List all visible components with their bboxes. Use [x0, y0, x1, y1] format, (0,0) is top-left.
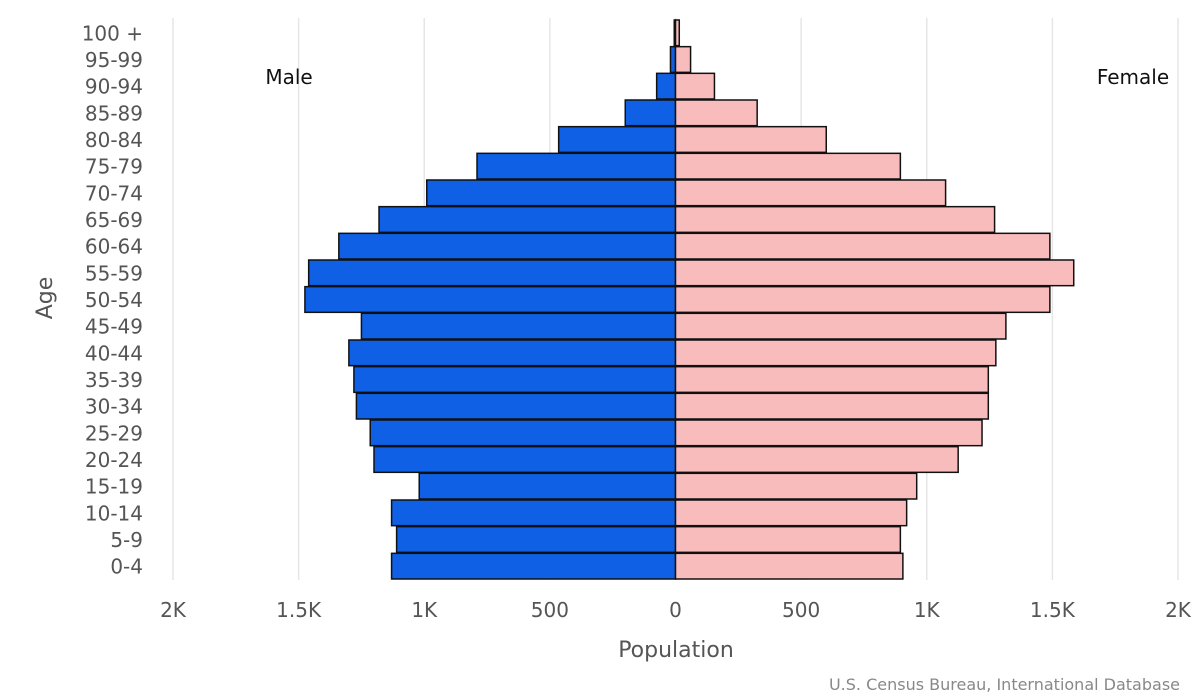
- bar-male: [373, 445, 677, 474]
- bar-male: [624, 99, 677, 127]
- bar-male: [378, 205, 677, 234]
- bar-male: [307, 259, 677, 287]
- bar-female: [674, 232, 1051, 260]
- x-tick-label: 500: [531, 598, 569, 622]
- bar-female: [674, 339, 997, 367]
- y-axis-title: Age: [33, 277, 58, 320]
- x-axis-title: Population: [618, 638, 734, 663]
- y-tick-label: 75-79: [85, 155, 143, 179]
- bar-female: [674, 45, 692, 74]
- bar-male: [395, 525, 677, 554]
- bar-female: [674, 472, 918, 500]
- side-label-female: Female: [1097, 65, 1169, 89]
- bars: [304, 19, 1075, 580]
- x-tick-label: 1.5K: [1030, 598, 1076, 622]
- bar-male: [360, 312, 677, 340]
- y-tick-label: 55-59: [85, 261, 143, 285]
- bar-female: [674, 152, 902, 180]
- bar-female: [674, 99, 758, 127]
- y-tick-label: 90-94: [85, 75, 143, 99]
- bar-female: [674, 125, 827, 154]
- y-tick-label: 35-39: [85, 368, 143, 392]
- bar-female: [674, 365, 990, 394]
- bar-male: [369, 419, 677, 447]
- bar-female: [674, 259, 1075, 287]
- y-tick-label: 95-99: [85, 48, 143, 72]
- bar-male: [353, 365, 677, 394]
- x-tick-label: 500: [782, 598, 820, 622]
- y-tick-label: 70-74: [85, 181, 143, 205]
- bar-female: [674, 285, 1051, 314]
- y-tick-label: 85-89: [85, 101, 143, 125]
- y-tick-label: 80-84: [85, 128, 143, 152]
- credits-text: U.S. Census Bureau, International Databa…: [829, 675, 1180, 694]
- side-label-male: Male: [265, 65, 312, 89]
- x-tick-label: 2K: [1165, 598, 1192, 622]
- bar-female: [674, 312, 1007, 340]
- x-tick-label: 2K: [160, 598, 187, 622]
- y-tick-label: 60-64: [85, 235, 143, 259]
- bar-male: [348, 339, 677, 367]
- x-tick-label: 1K: [914, 598, 941, 622]
- bar-female: [674, 552, 904, 580]
- x-tick-label: 1.5K: [276, 598, 322, 622]
- y-tick-label: 50-54: [85, 288, 143, 312]
- bar-female: [674, 205, 996, 234]
- bar-female: [674, 445, 959, 474]
- x-tick-label: 0: [669, 598, 682, 622]
- y-tick-label: 30-34: [85, 395, 143, 419]
- bar-male: [390, 552, 677, 580]
- y-tick-label: 25-29: [85, 421, 143, 445]
- y-tick-label: 20-24: [85, 448, 143, 472]
- y-tick-label: 5-9: [110, 528, 143, 552]
- y-tick-label: 45-49: [85, 315, 143, 339]
- bar-female: [674, 419, 983, 447]
- y-tick-label: 10-14: [85, 501, 143, 525]
- bar-male: [338, 232, 677, 260]
- bar-female: [674, 392, 990, 420]
- bar-male: [418, 472, 677, 500]
- bar-female: [674, 525, 902, 554]
- y-tick-label: 40-44: [85, 341, 143, 365]
- bar-male: [655, 72, 677, 100]
- bar-male: [669, 45, 677, 74]
- y-tick-label: 0-4: [110, 555, 143, 579]
- x-tick-labels: 2K 1.5K 1K 500 0 500 1K 1.5K 2K: [160, 598, 1192, 622]
- y-tick-label: 65-69: [85, 208, 143, 232]
- bar-female: [674, 179, 947, 207]
- x-tick-label: 1K: [411, 598, 438, 622]
- y-tick-label: 15-19: [85, 475, 143, 499]
- bar-male: [304, 285, 677, 314]
- bar-male: [390, 499, 677, 527]
- bar-male: [426, 179, 677, 207]
- bar-male: [355, 392, 677, 420]
- bar-female: [674, 72, 716, 100]
- bar-female: [674, 19, 681, 47]
- bar-male: [557, 125, 677, 154]
- y-tick-label: 100 +: [82, 21, 143, 45]
- bar-male: [476, 152, 677, 180]
- bar-female: [674, 499, 908, 527]
